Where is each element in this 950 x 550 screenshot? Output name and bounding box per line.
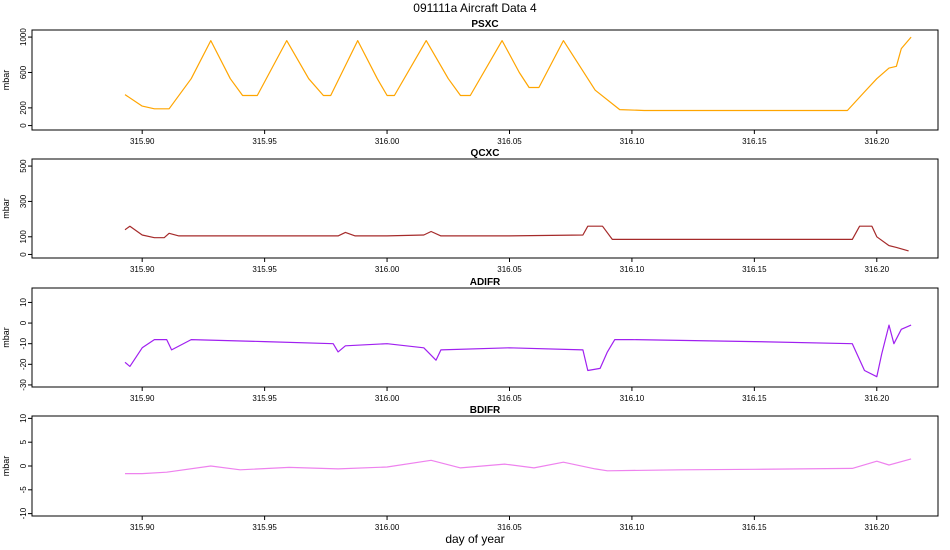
y-axis-label: mbar [1, 327, 11, 348]
x-tick-label: 316.15 [742, 394, 767, 403]
x-tick-label: 316.05 [497, 523, 522, 532]
x-tick-label: 316.00 [375, 265, 400, 274]
y-tick-label: 0 [19, 463, 28, 468]
x-tick-label: 315.95 [252, 265, 277, 274]
x-tick-label: 316.05 [497, 137, 522, 146]
y-tick-label: 0 [19, 320, 28, 325]
panel-bdifr: BDIFR mbar 315.90 315.95 316.00 316.05 316.10 3… [1, 405, 939, 532]
y-tick-label: 300 [19, 194, 28, 208]
x-tick-label: 316.10 [620, 265, 645, 274]
x-tick-label: 316.10 [620, 523, 645, 532]
panel-title: BDIFR [470, 405, 501, 416]
series-line-psxc [124, 36, 912, 112]
y-tick-label: 10 [19, 413, 28, 422]
x-tick-label: 315.95 [252, 394, 277, 403]
y-axis-label: mbar [1, 456, 11, 477]
x-tick-label: 315.95 [252, 523, 277, 532]
x-tick-label: 316.05 [497, 394, 522, 403]
y-tick-label: 10 [19, 297, 28, 306]
x-tick-label: 315.90 [130, 394, 155, 403]
x-tick-label: 316.20 [865, 394, 890, 403]
y-tick-label: -30 [19, 379, 28, 391]
panel-title: QCXC [471, 148, 500, 159]
y-tick-label: 0 [19, 123, 28, 128]
y-tick-label: 1000 [19, 28, 28, 46]
panel-psxc: PSXC mbar 315.90 315.95 316.00 316.05 316.10 31… [1, 19, 939, 146]
y-tick-label: 200 [19, 101, 28, 115]
plot-frame [31, 287, 939, 388]
x-tick-label: 316.05 [497, 265, 522, 274]
panel-adifr: ADIFR mbar 315.90 315.95 316.00 316.05 316.10 3… [1, 277, 939, 403]
series-line-bdifr [125, 458, 912, 475]
x-tick-label: 316.20 [865, 265, 890, 274]
x-tick-label: 315.90 [130, 137, 155, 146]
panel-title: PSXC [471, 19, 498, 30]
figure-title: 091111a Aircraft Data 4 [413, 1, 537, 15]
x-tick-label: 316.10 [620, 137, 645, 146]
x-axis-label: day of year [445, 532, 504, 546]
plot-frame [31, 158, 939, 259]
y-axis-label: mbar [1, 198, 11, 219]
y-tick-label: -10 [19, 507, 28, 519]
series-line-adifr [124, 324, 912, 378]
chart-panels: PSXC mbar 315.90 315.95 316.00 316.05 316.10 31… [1, 19, 939, 532]
x-tick-label: 316.10 [620, 394, 645, 403]
x-tick-label: 316.15 [742, 265, 767, 274]
x-tick-label: 316.20 [865, 523, 890, 532]
x-tick-label: 316.00 [375, 394, 400, 403]
x-tick-label: 316.20 [865, 137, 890, 146]
plot-frame [31, 29, 939, 131]
x-tick-label: 316.00 [375, 523, 400, 532]
y-tick-label: 5 [19, 439, 28, 444]
y-tick-label: 600 [19, 65, 28, 79]
x-tick-label: 315.90 [130, 523, 155, 532]
y-tick-label: 500 [19, 159, 28, 173]
y-tick-label: 100 [19, 230, 28, 244]
y-axis-label: mbar [1, 70, 11, 91]
y-tick-label: -20 [19, 358, 28, 370]
panel-qcxc: QCXC mbar 315.90 315.95 316.00 316.05 316.10 31… [1, 148, 939, 274]
x-tick-label: 316.15 [742, 137, 767, 146]
series-line-qcxc [124, 225, 909, 252]
y-tick-label: -10 [19, 337, 28, 349]
x-tick-label: 316.00 [375, 137, 400, 146]
x-tick-label: 316.15 [742, 523, 767, 532]
x-tick-label: 315.95 [252, 137, 277, 146]
y-tick-label: 0 [19, 252, 28, 257]
panel-title: ADIFR [470, 277, 501, 288]
y-tick-label: -5 [19, 486, 28, 494]
x-tick-label: 315.90 [130, 265, 155, 274]
